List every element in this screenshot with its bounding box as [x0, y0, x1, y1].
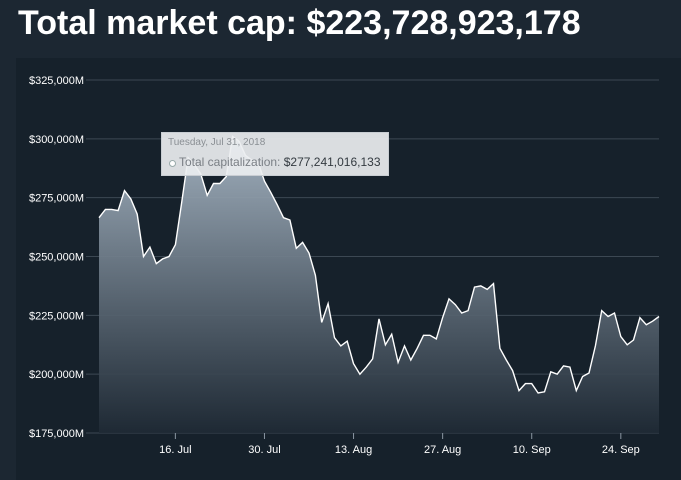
tooltip-date: Tuesday, Jul 31, 2018 — [168, 137, 266, 148]
x-tick-label: 24. Sep — [602, 444, 640, 456]
area-series — [98, 135, 660, 433]
x-tick-label: 27. Aug — [424, 444, 461, 456]
tooltip-series-dot — [169, 160, 176, 167]
y-tick-label: $300,000M — [29, 134, 84, 146]
y-tick-label: $200,000M — [29, 369, 84, 381]
y-tick-label: $250,000M — [29, 252, 84, 264]
x-tick-label: 16. Jul — [159, 444, 191, 456]
x-tick-label: 10. Sep — [513, 444, 551, 456]
x-axis-ticks: 16. Jul 30. Jul 13. Aug 27. Aug 10. Sep 24. S… — [159, 433, 640, 456]
y-tick-label: $175,000M — [29, 428, 84, 440]
tooltip-line: Total capitalization: $277,241,016,133 — [179, 155, 381, 169]
y-tick-label: $225,000M — [29, 310, 84, 322]
chart-tooltip: Tuesday, Jul 31, 2018 Total capitalizati… — [161, 132, 389, 176]
tooltip-label: Total capitalization: — [179, 155, 284, 169]
y-tick-label: $275,000M — [29, 193, 84, 205]
x-tick-label: 30. Jul — [248, 444, 280, 456]
series-area-fill — [99, 136, 659, 433]
tooltip-value: $277,241,016,133 — [283, 155, 381, 169]
page-title: Total market cap: $223,728,923,178 — [18, 4, 581, 42]
y-axis-ticks: $175,000M $200,000M $225,000M $250,000M $275… — [29, 75, 84, 440]
x-tick-label: 13. Aug — [335, 444, 372, 456]
y-tick-label: $325,000M — [29, 75, 84, 87]
